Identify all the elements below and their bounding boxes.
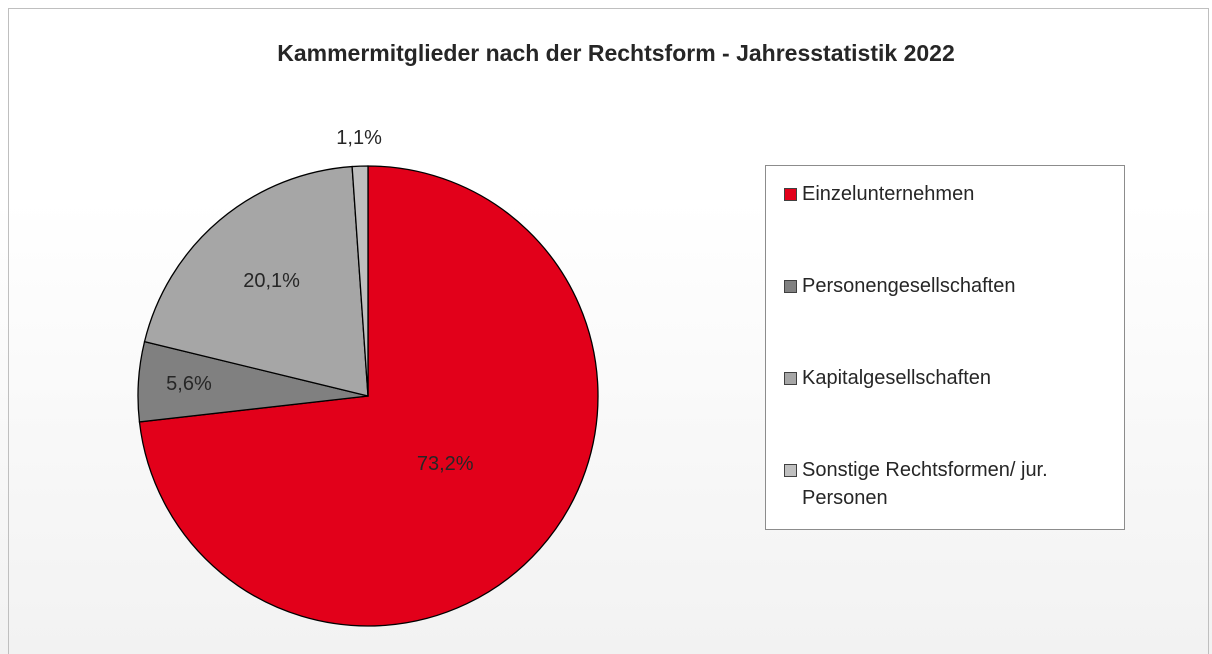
legend-swatch bbox=[784, 372, 797, 385]
legend-swatch bbox=[784, 188, 797, 201]
pie-slice bbox=[351, 165, 369, 397]
legend-label: Kapitalgesellschaften bbox=[802, 367, 992, 389]
legend-item: Sonstige Rechtsformen/ jur. Personen bbox=[784, 456, 1114, 512]
data-label: 1,1% bbox=[336, 127, 382, 149]
legend-item: Kapitalgesellschaften bbox=[784, 364, 1114, 392]
legend-item: Einzelunternehmen bbox=[784, 180, 1114, 208]
legend-item: Personengesellschaften bbox=[784, 272, 1114, 300]
legend-swatch bbox=[784, 280, 797, 293]
pie-slice bbox=[138, 165, 599, 627]
pie-slice bbox=[143, 165, 369, 397]
data-label: 5,6% bbox=[166, 373, 212, 395]
data-label: 73,2% bbox=[417, 453, 474, 475]
legend-label: Personengesellschaften bbox=[802, 275, 1016, 297]
legend: Einzelunternehmen Personengesellschaften K… bbox=[765, 165, 1125, 530]
legend-swatch bbox=[784, 464, 797, 477]
legend-label: Sonstige Rechtsformen/ jur. Personen bbox=[802, 459, 1048, 509]
chart-border bbox=[8, 8, 1209, 654]
data-label: 20,1% bbox=[243, 270, 300, 292]
legend-label: Einzelunternehmen bbox=[802, 183, 975, 205]
chart-title: Kammermitglieder nach der Rechtsform - J… bbox=[277, 40, 955, 66]
